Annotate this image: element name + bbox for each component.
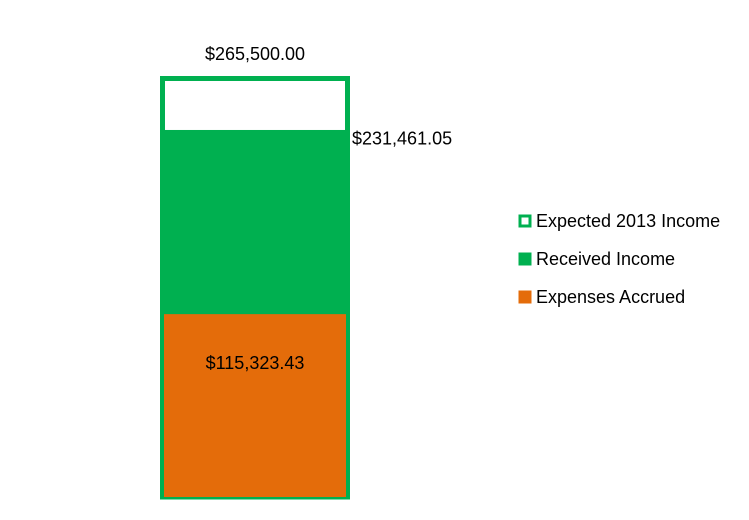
legend-label: Expenses Accrued xyxy=(536,287,685,307)
legend-marker xyxy=(518,214,532,228)
data-label: $265,500.00 xyxy=(205,44,305,64)
legend-marker xyxy=(518,252,532,266)
legend-label: Expected 2013 Income xyxy=(536,211,720,231)
data-label: $115,323.43 xyxy=(206,353,305,373)
legend-marker xyxy=(518,290,532,304)
legend-label: Received Income xyxy=(536,249,675,269)
data-label: $231,461.05 xyxy=(352,129,452,149)
bar xyxy=(164,314,346,497)
